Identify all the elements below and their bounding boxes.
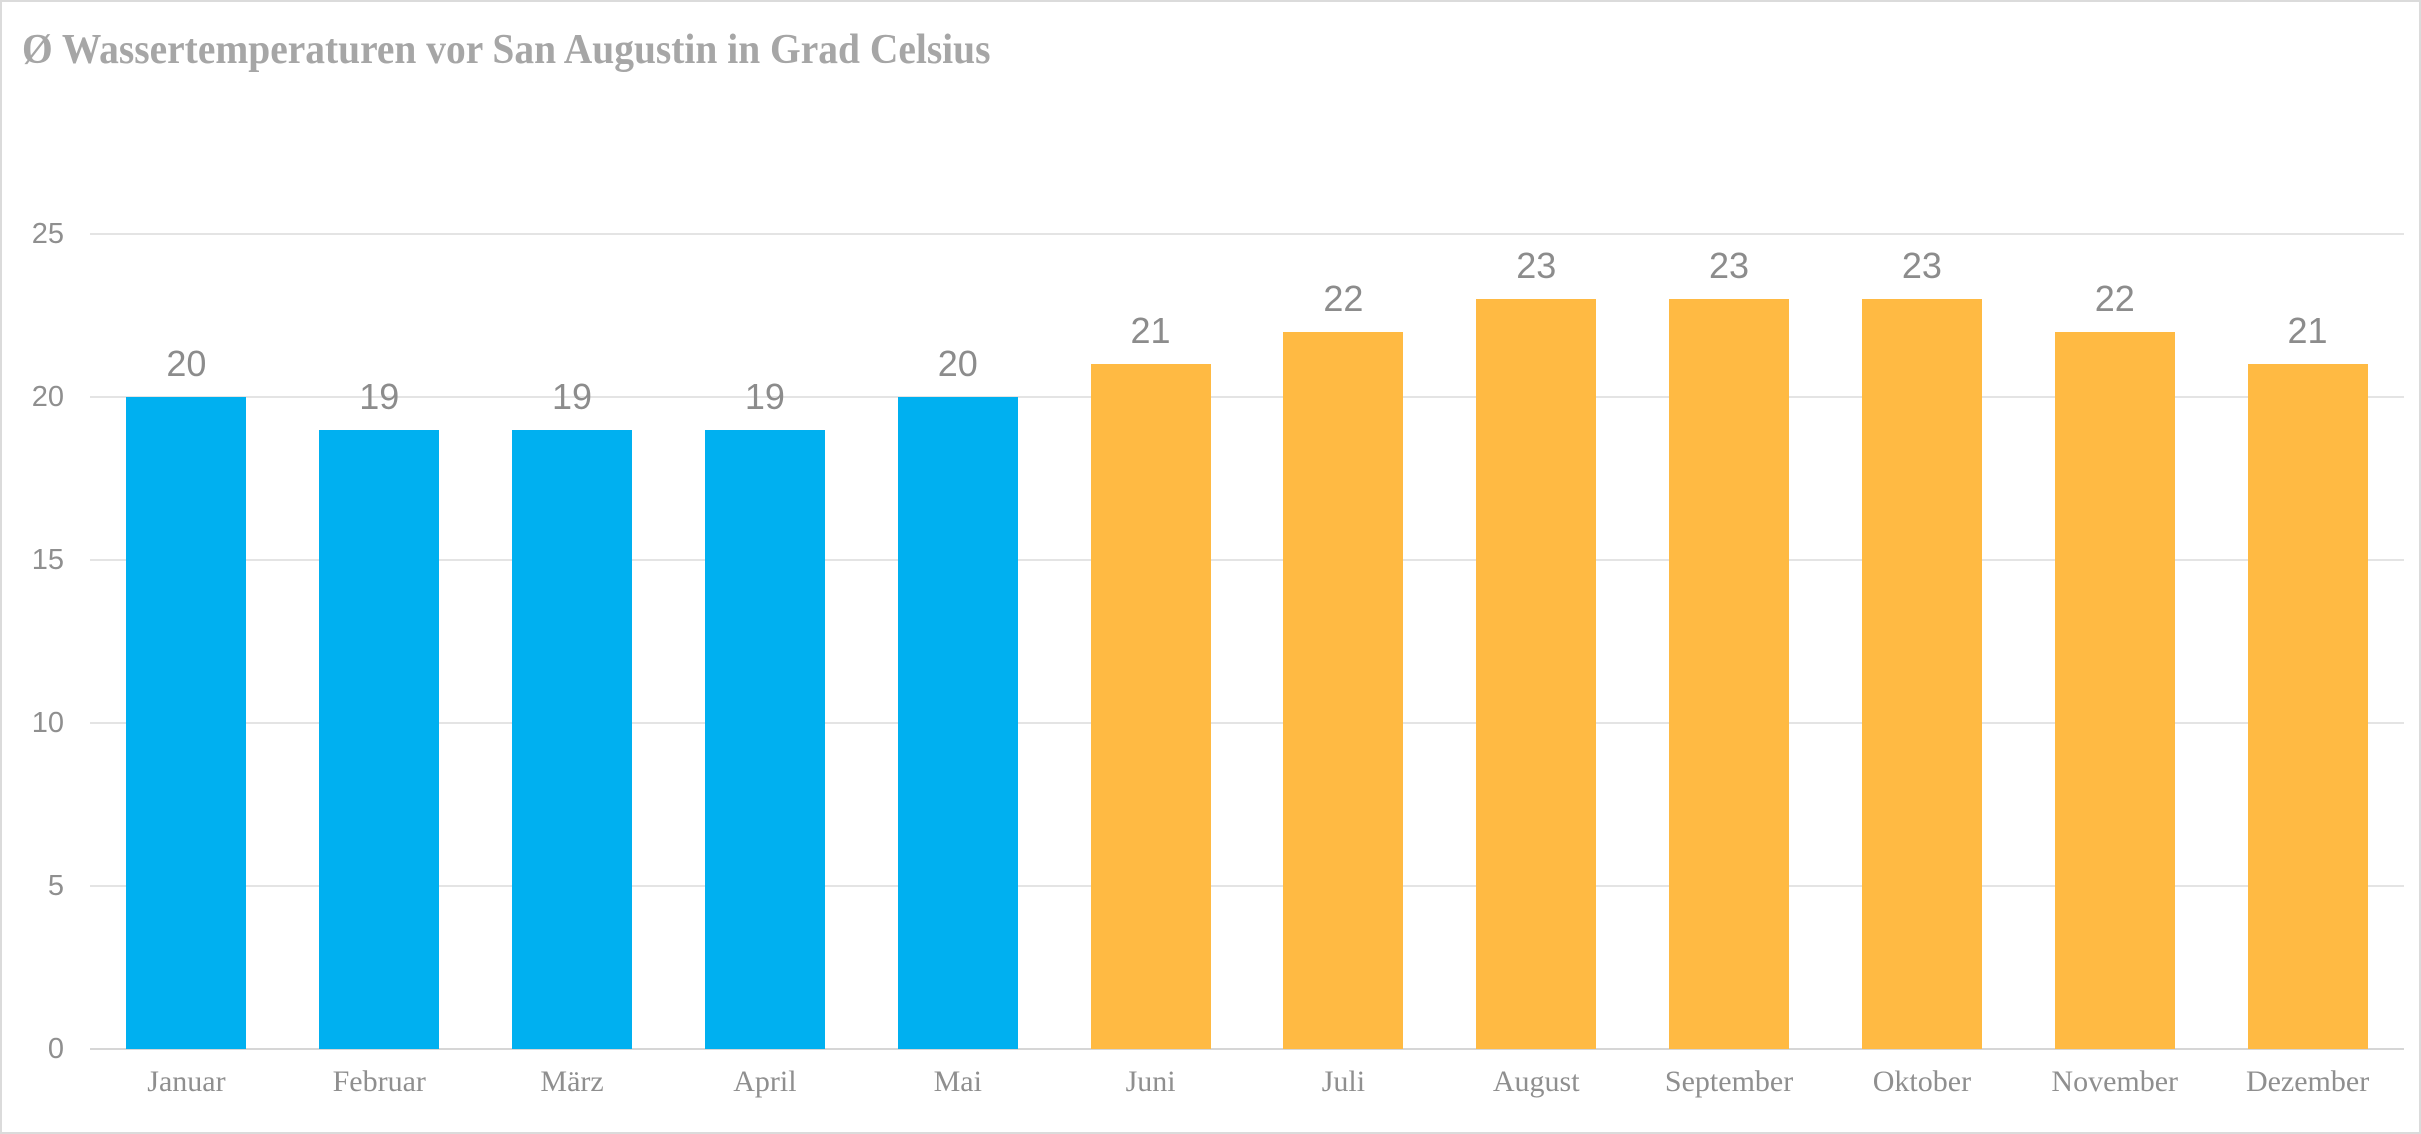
bar-value-label: 23 (1709, 245, 1750, 287)
y-tick-label: 0 (47, 1033, 64, 1065)
bar-slot: 19 (669, 234, 862, 1049)
bar-slot: 21 (2211, 234, 2404, 1049)
x-tick-label-januar: Januar (147, 1065, 226, 1098)
gridline (90, 396, 2404, 398)
bar-value-label: 23 (1516, 245, 1557, 287)
x-tick-label-september: September (1664, 1065, 1794, 1098)
y-axis: 0 5 10 15 20 25 (2, 2, 66, 1132)
bar-juni (1090, 364, 1211, 1049)
x-axis-line (90, 1048, 2404, 1050)
x-tick-label-juni: Juni (1125, 1065, 1176, 1098)
x-tick-label-märz: März (540, 1065, 604, 1098)
bar-slot: 23 (1826, 234, 2019, 1049)
y-tick-label: 25 (31, 218, 64, 250)
gridline (90, 559, 2404, 561)
bar-mai (897, 397, 1018, 1049)
x-tick-label-juli: Juli (1321, 1065, 1366, 1098)
bar-slot: 20 (90, 234, 283, 1049)
bar-märz (512, 429, 633, 1049)
bar-slot: 19 (283, 234, 476, 1049)
x-axis: Januar Februar März April Mai Juni Juli August S… (90, 1062, 2404, 1106)
x-tick-label-august: August (1492, 1065, 1580, 1098)
bar-slot: 20 (861, 234, 1054, 1049)
bar-april (704, 429, 825, 1049)
y-tick-label: 10 (31, 707, 64, 739)
bar-value-label: 21 (1130, 310, 1171, 352)
bar-dezember (2247, 364, 2368, 1049)
x-tick-label-dezember: Dezember (2245, 1065, 2370, 1098)
bar-slot: 22 (1247, 234, 1440, 1049)
y-tick-label: 5 (47, 870, 64, 902)
chart-title: Ø Wassertemperaturen vor San Augustin in… (22, 27, 991, 73)
bar-slot: 19 (476, 234, 669, 1049)
bar-slot: 23 (1440, 234, 1633, 1049)
bar-value-label: 21 (2287, 310, 2328, 352)
bar-januar (126, 397, 247, 1049)
plot-area: 20 19 19 19 20 21 22 23 23 23 22 21 (90, 233, 2404, 1050)
bar-value-label: 19 (744, 375, 785, 417)
bar-slot: 21 (1054, 234, 1247, 1049)
bar-juli (1283, 331, 1404, 1049)
x-tick-label-februar: Februar (332, 1065, 426, 1098)
bar-value-label: 20 (166, 343, 207, 384)
bar-november (2054, 331, 2175, 1049)
gridline (90, 885, 2404, 887)
x-tick-label-oktober: Oktober (1872, 1065, 1972, 1098)
bar-value-label: 22 (2094, 277, 2135, 319)
bar-slot: 23 (1633, 234, 1826, 1049)
bar-value-label: 22 (1323, 277, 1364, 319)
gridline (90, 233, 2404, 235)
gridline (90, 722, 2404, 724)
x-tick-label-november: November (2051, 1065, 2179, 1098)
bar-oktober (1861, 299, 1982, 1049)
x-tick-label-april: April (733, 1065, 797, 1098)
bar-value-label: 23 (1901, 245, 1942, 287)
bar-august (1476, 299, 1597, 1049)
bar-value-label: 19 (359, 375, 400, 417)
y-tick-label: 15 (31, 544, 64, 576)
bar-februar (319, 429, 440, 1049)
bar-september (1669, 299, 1790, 1049)
y-tick-label: 20 (31, 381, 64, 413)
bar-value-label: 19 (552, 375, 593, 417)
bar-value-label: 20 (937, 343, 978, 384)
x-tick-label-mai: Mai (933, 1065, 982, 1098)
bar-slot: 22 (2018, 234, 2211, 1049)
